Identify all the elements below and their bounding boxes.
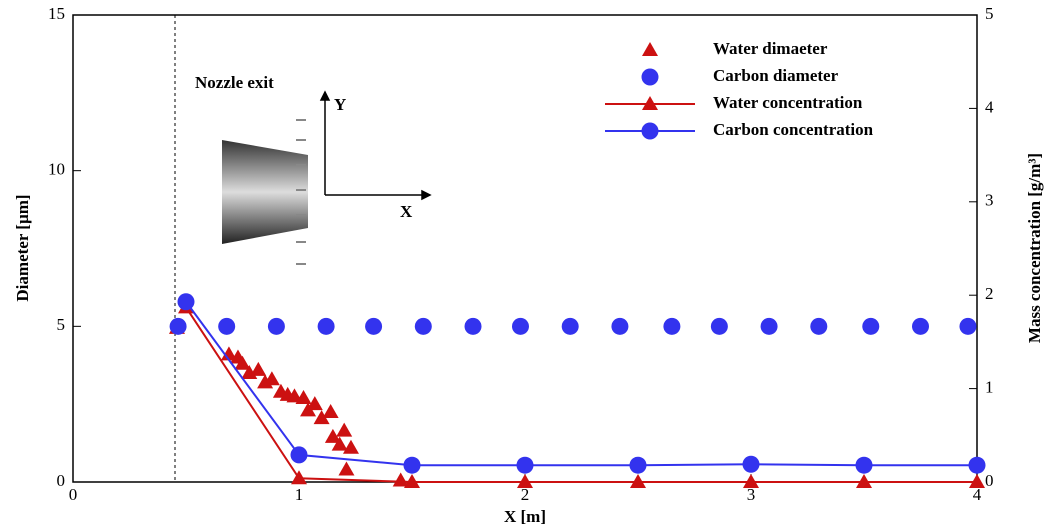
marker	[342, 439, 359, 454]
marker	[263, 371, 280, 386]
legend-marker	[641, 68, 659, 86]
marker	[743, 474, 759, 488]
y2-tick-label: 0	[985, 471, 994, 490]
marker	[810, 317, 828, 335]
y2-tick-label: 4	[985, 97, 994, 116]
marker	[324, 428, 341, 443]
legend-label: Water dimaeter	[713, 39, 828, 58]
marker	[611, 317, 629, 335]
marker	[322, 403, 339, 418]
legend-marker	[641, 122, 659, 140]
marker	[710, 317, 728, 335]
x-tick-label: 1	[295, 485, 304, 504]
marker	[317, 317, 335, 335]
annotation: Nozzle exit	[195, 73, 274, 92]
y2-axis-title: Mass concentration [g/m³]	[1025, 153, 1044, 343]
x-tick-label: 3	[747, 485, 756, 504]
y-axis-title: Diameter [µm]	[13, 194, 32, 301]
marker	[630, 474, 646, 488]
marker	[856, 474, 872, 488]
marker	[392, 472, 409, 487]
legend-label: Water concentration	[713, 93, 863, 112]
marker	[291, 470, 307, 485]
y2-tick-label: 1	[985, 378, 994, 397]
x-tick-label: 2	[521, 485, 530, 504]
legend-marker	[642, 96, 658, 110]
series-line	[185, 301, 977, 467]
axes-icon	[319, 90, 432, 201]
marker	[629, 456, 647, 474]
marker	[464, 317, 482, 335]
marker	[306, 396, 323, 411]
y2-tick-label: 3	[985, 191, 994, 210]
marker	[663, 317, 681, 335]
x-tick-label: 0	[69, 485, 78, 504]
legend-marker	[642, 42, 658, 56]
legend-label: Carbon diameter	[713, 66, 839, 85]
marker	[290, 446, 308, 464]
legend-label: Carbon concentration	[713, 120, 874, 139]
nozzle	[222, 140, 308, 244]
marker	[969, 474, 985, 488]
marker	[250, 361, 267, 376]
marker	[365, 317, 383, 335]
marker	[218, 317, 236, 335]
y-tick-label: 10	[48, 160, 65, 179]
marker	[959, 317, 977, 335]
marker	[404, 474, 420, 488]
marker	[169, 317, 187, 335]
marker	[511, 317, 529, 335]
marker	[336, 422, 353, 437]
marker	[403, 456, 421, 474]
annotation: X	[400, 202, 413, 221]
marker	[912, 317, 929, 335]
marker	[338, 461, 355, 476]
y-tick-label: 5	[57, 315, 66, 334]
marker	[313, 410, 330, 425]
y-tick-label: 15	[48, 4, 65, 23]
annotation: Y	[334, 95, 346, 114]
exit-dashes	[296, 119, 306, 265]
x-axis-title: X [m]	[504, 507, 546, 526]
marker	[414, 317, 432, 335]
marker	[177, 293, 195, 311]
marker	[267, 317, 285, 335]
marker	[234, 355, 251, 370]
marker	[516, 456, 534, 474]
y2-tick-label: 5	[985, 4, 994, 23]
marker	[295, 389, 312, 404]
series-line	[185, 306, 977, 483]
y2-tick-label: 2	[985, 284, 994, 303]
marker	[220, 346, 237, 361]
marker	[968, 456, 986, 474]
marker	[760, 317, 778, 335]
y-tick-label: 0	[57, 471, 66, 490]
marker	[742, 455, 760, 473]
marker	[862, 317, 880, 335]
marker	[855, 456, 873, 474]
x-tick-label: 4	[973, 485, 982, 504]
marker	[561, 317, 579, 335]
marker	[331, 436, 348, 451]
marker	[517, 474, 533, 488]
